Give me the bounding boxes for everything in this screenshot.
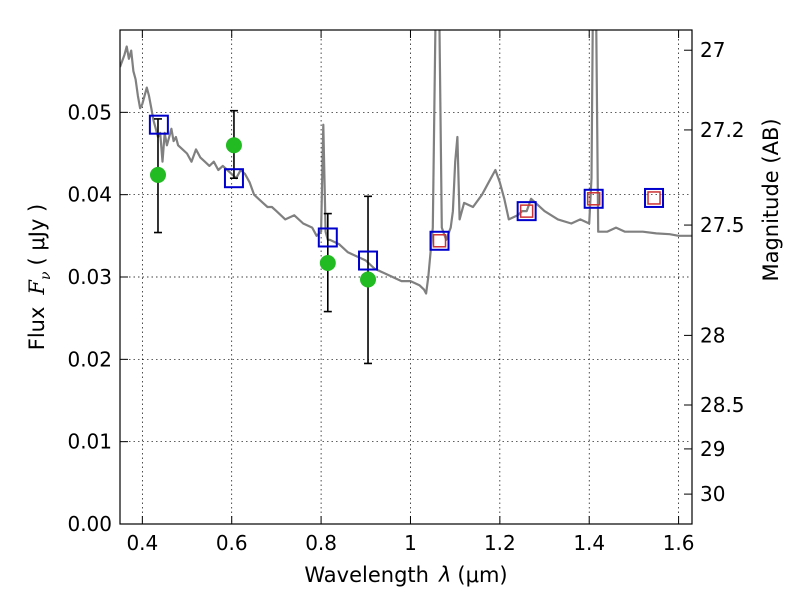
y2-axis-label: Magnitude (AB) xyxy=(759,118,783,281)
ticks xyxy=(120,30,692,525)
model-photometry-square xyxy=(358,250,379,271)
model-photometry-square xyxy=(223,168,244,189)
y-tick-label: 0.05 xyxy=(67,100,112,124)
model-photometry-square xyxy=(148,114,169,135)
y2-tick-label: 29 xyxy=(700,437,725,461)
x-tick-label: 0.4 xyxy=(126,531,158,555)
x-tick-label: 1.2 xyxy=(484,531,516,555)
grid-lines xyxy=(120,30,692,525)
model-photometry-inner-square xyxy=(647,191,661,205)
y2-tick-label: 27.2 xyxy=(700,118,745,142)
model-photometry-square xyxy=(317,227,338,248)
model-photometry-square xyxy=(516,201,537,222)
observed-point xyxy=(149,166,166,183)
x-tick-label: 0.6 xyxy=(216,531,248,555)
model-photometry-layer xyxy=(148,114,665,271)
y2-tick-label: 27.5 xyxy=(700,213,745,237)
y2-tick-label: 30 xyxy=(700,482,725,506)
y2-tick-label: 28.5 xyxy=(700,393,745,417)
y-tick-label: 0.02 xyxy=(67,347,112,371)
y-tick-label: 0.04 xyxy=(67,183,112,207)
observed-point xyxy=(360,271,377,288)
model-spectrum-line xyxy=(120,30,692,295)
model-photometry-inner-square xyxy=(519,204,534,218)
x-tick-label: 1 xyxy=(404,531,417,555)
model-photometry-inner-square xyxy=(586,192,601,206)
model-photometry-square xyxy=(429,230,450,251)
x-axis-label: Wavelength λ (μm) xyxy=(304,563,507,587)
x-tick-label: 0.8 xyxy=(305,531,337,555)
x-tick-label: 1.4 xyxy=(573,531,605,555)
observed-point xyxy=(319,255,336,272)
observed-points-layer xyxy=(149,137,377,288)
y-tick-label: 0.03 xyxy=(67,265,112,289)
y2-tick-label: 28 xyxy=(700,323,725,347)
errorbar-layer xyxy=(153,109,373,365)
observed-point xyxy=(225,137,242,154)
y-tick-label: 0.01 xyxy=(67,430,112,454)
x-tick-label: 1.6 xyxy=(663,531,695,555)
y2-tick-label: 27 xyxy=(700,38,725,62)
y-axis-label: FluxFν( μJy ) xyxy=(25,204,54,350)
model-photometry-inner-square xyxy=(432,234,447,248)
y-tick-label: 0.00 xyxy=(67,512,112,536)
model-photometry-square xyxy=(644,187,665,208)
model-photometry-square xyxy=(583,188,604,209)
model-spectrum-layer xyxy=(120,30,692,295)
tick-labels: 0.4 0.6 0.8 1 1.2 1.4 1.6 0.00 0.01 0.02 0.03 0.04 0… xyxy=(67,38,744,555)
